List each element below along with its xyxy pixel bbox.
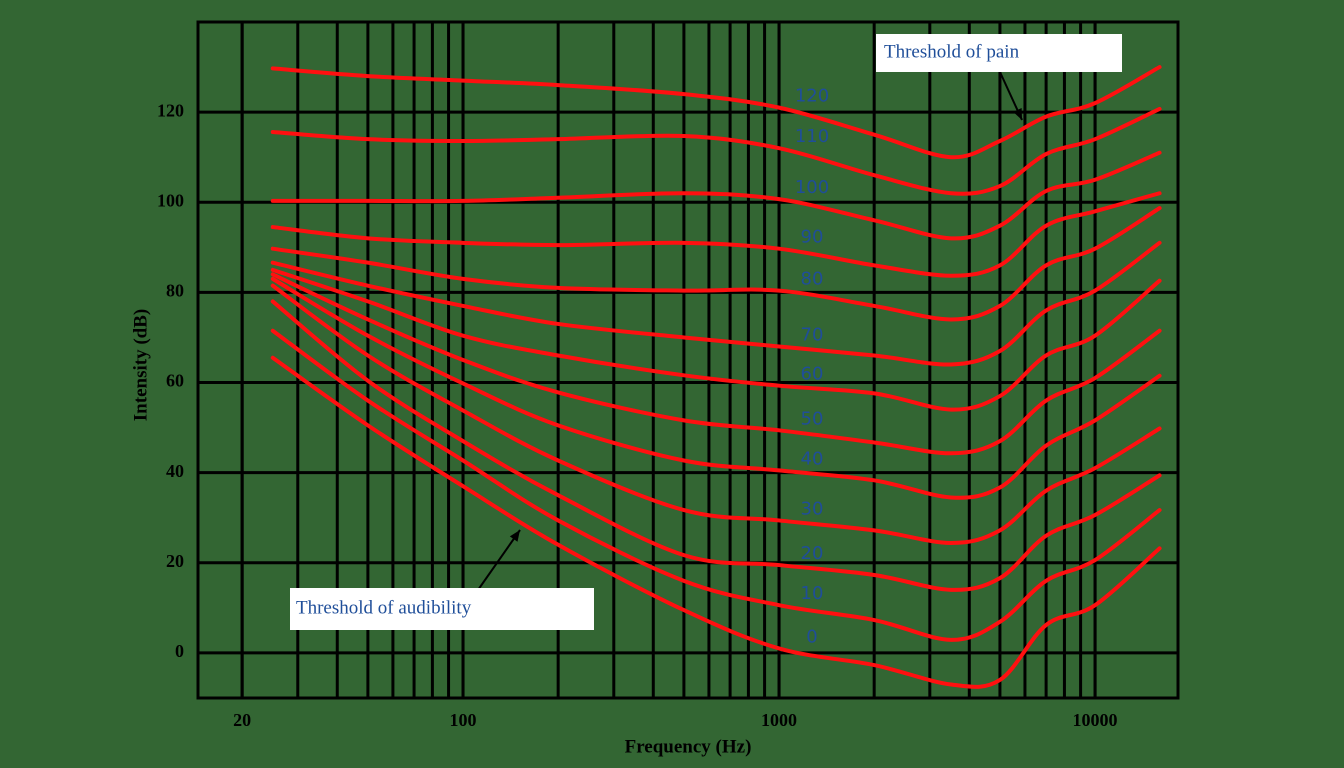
contour-line [270,355,1162,689]
x-axis-label: Frequency (Hz) [625,736,752,757]
annotation: Threshold of pain [884,41,1020,62]
curve-label: 80 [801,269,824,290]
contour-line [270,267,1162,412]
annotation-arrowhead [1013,108,1022,120]
contour-line [270,276,1162,500]
curve-label: 60 [801,364,824,385]
contour-line [270,283,1162,545]
y-tick-label: 80 [166,281,184,301]
contour-line [270,191,1162,278]
annotation: Threshold of audibility [296,597,472,618]
curve-label: 50 [801,408,824,429]
curve-label: 120 [795,86,829,107]
x-tick-label: 10000 [1073,710,1118,730]
plot-frame [196,20,1180,700]
contour-line [270,106,1162,196]
x-tick-label: 1000 [761,710,797,730]
curve-label: 30 [801,498,824,519]
y-tick-label: 100 [157,190,184,210]
y-tick-label: 0 [175,641,184,661]
x-tick-label: 20 [233,710,251,730]
curve-label: 0 [806,626,817,647]
annotation-box [876,34,1122,72]
annotation-box [290,588,594,630]
curve-label: 40 [801,448,824,469]
curve-label: 110 [795,126,829,147]
y-tick-label: 40 [166,461,184,481]
contour-line [270,328,1162,642]
y-tick-label: 20 [166,551,184,571]
contour-line [270,65,1162,160]
contour-line [270,299,1162,592]
annotation-arrow [477,529,521,591]
y-axis-label: Intensity (dB) [130,309,151,421]
curve-label: 90 [801,227,824,248]
curve-label: 10 [801,583,824,604]
contour-line [270,206,1162,322]
contour-line [270,272,1162,456]
y-tick-label: 60 [166,371,184,391]
curve-label: 20 [801,543,824,564]
annotation-arrowhead [509,530,520,542]
curve-label: 100 [795,177,829,198]
contour-line [270,240,1162,367]
x-tick-label: 100 [450,710,477,730]
curve-label: 70 [801,324,824,345]
contour-line [270,150,1162,241]
y-tick-label: 120 [157,100,184,120]
